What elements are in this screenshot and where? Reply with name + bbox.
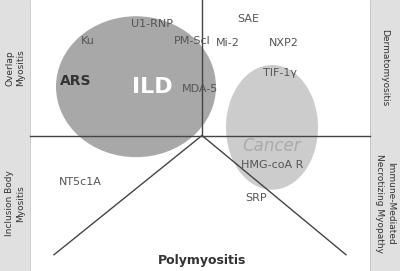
Text: SRP: SRP <box>245 193 267 203</box>
Text: Polymyositis: Polymyositis <box>158 254 246 267</box>
Text: NT5c1A: NT5c1A <box>58 177 102 186</box>
Ellipse shape <box>226 65 318 190</box>
Bar <box>30 0 370 271</box>
Text: TIF-1γ: TIF-1γ <box>263 68 297 78</box>
Text: ILD: ILD <box>132 77 172 97</box>
Text: Inclusion Body
Myositis: Inclusion Body Myositis <box>5 170 25 236</box>
Text: Ku: Ku <box>81 36 95 46</box>
Bar <box>0 0 30 271</box>
Text: Immune-Mediated
Necrotizing Myopathy: Immune-Mediated Necrotizing Myopathy <box>375 154 395 253</box>
Text: NXP2: NXP2 <box>269 38 299 48</box>
Text: Dermatomyositis: Dermatomyositis <box>380 29 390 107</box>
Text: Mi-2: Mi-2 <box>216 38 240 48</box>
Text: SAE: SAE <box>237 14 259 24</box>
Ellipse shape <box>56 16 216 157</box>
Text: Overlap
Myositis: Overlap Myositis <box>5 49 25 86</box>
Text: ARS: ARS <box>60 74 92 88</box>
Text: HMG-coA R: HMG-coA R <box>241 160 303 170</box>
Text: PM-Scl: PM-Scl <box>174 36 210 46</box>
Bar <box>370 0 400 271</box>
Text: U1-RNP: U1-RNP <box>131 20 173 29</box>
Text: Cancer: Cancer <box>243 137 301 155</box>
Text: MDA-5: MDA-5 <box>182 85 218 94</box>
